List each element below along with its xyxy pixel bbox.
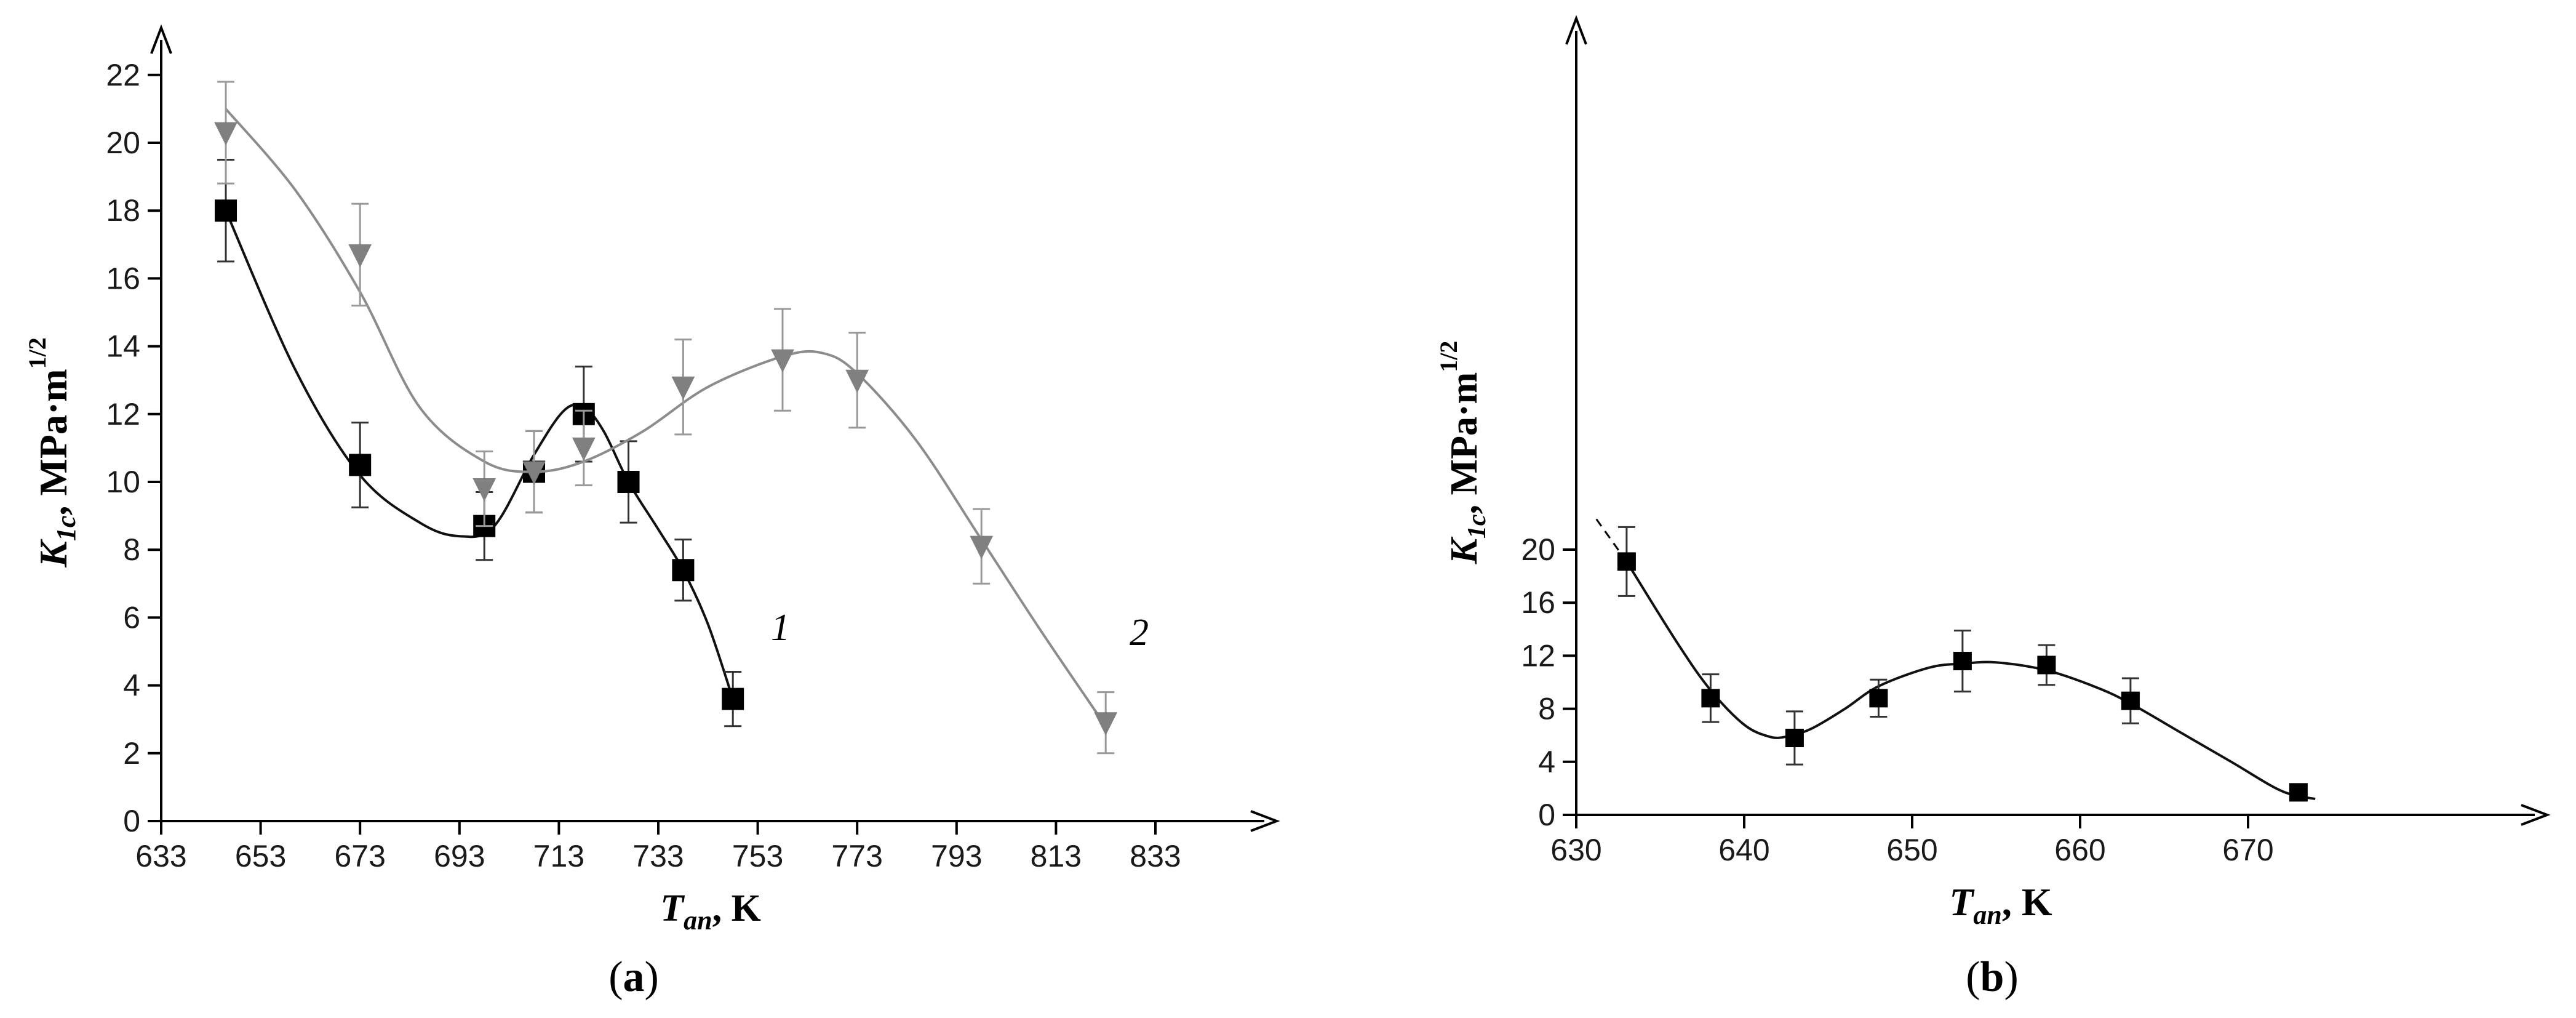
y-tick-label: 20 <box>106 126 140 160</box>
panel-label-close: ) <box>2004 953 2018 1001</box>
x-axis-title-unit: , K <box>2002 880 2052 924</box>
y-tick-label: 10 <box>106 465 140 499</box>
chart-panel-b: 0 4 8 12 16 20 630 640 650 660 670 <box>1521 15 2551 867</box>
y-tick-label: 18 <box>106 193 140 228</box>
data-point <box>572 437 596 461</box>
x-tick-label: 813 <box>1031 839 1082 873</box>
x-axis-arrow <box>1250 810 1280 832</box>
x-tick-label: 793 <box>931 839 982 873</box>
data-point <box>2289 783 2308 802</box>
data-point <box>671 376 695 400</box>
y-axis-title-b: K1c, MPa·m1/2 <box>1435 341 1491 565</box>
y-axis-title-sup: 1/2 <box>23 337 51 369</box>
x-axis-title-unit: , K <box>712 888 761 929</box>
panel-label-letter: b <box>1980 953 2004 1001</box>
data-point <box>1869 689 1888 708</box>
x-tick-label: 753 <box>732 839 783 873</box>
x-tick-label: 660 <box>2054 833 2105 867</box>
y-axis-title-sub: 1c <box>1463 514 1491 539</box>
y-tick-label: 0 <box>123 804 140 838</box>
fit-curve-1 <box>225 210 735 700</box>
y-axis-title-a: K1c, MPa·m1/2 <box>23 337 81 568</box>
data-point <box>1785 729 1804 748</box>
x-tick-label: 633 <box>135 839 186 873</box>
x-tick-label: 650 <box>1886 833 1937 867</box>
x-tick-label: 673 <box>334 839 385 873</box>
data-point <box>845 369 869 393</box>
fit-curve-series <box>1625 561 2316 801</box>
y-tick-label: 8 <box>123 532 140 567</box>
x-tick-label: 833 <box>1130 839 1181 873</box>
x-tick-label: 640 <box>1718 833 1769 867</box>
y-tick-label: 8 <box>1538 692 1555 726</box>
panel-label-letter: a <box>623 953 645 1001</box>
data-point <box>348 244 372 268</box>
y-tick-label: 20 <box>1521 532 1555 567</box>
y-tick-label: 6 <box>123 600 140 635</box>
x-tick-label: 713 <box>533 839 584 873</box>
y-tick-label: 0 <box>1538 798 1555 832</box>
data-point <box>473 478 496 502</box>
data-point <box>1701 689 1720 708</box>
y-axis-arrow <box>150 24 172 54</box>
x-tick-label: 630 <box>1550 833 1601 867</box>
y-axis-title-unit: , MPa·m <box>31 369 75 515</box>
x-axis-title-main: T <box>1949 880 1975 924</box>
y-axis-title-main: K <box>1443 536 1485 564</box>
y-axis-title-main: K <box>31 539 75 568</box>
x-tick-label: 733 <box>632 839 684 873</box>
panel-label-a: (a) <box>608 953 659 1001</box>
data-point <box>1953 652 1972 671</box>
y-tick-label: 4 <box>123 668 140 703</box>
x-tick-label: 670 <box>2222 833 2273 867</box>
y-tick-label: 12 <box>106 397 140 431</box>
data-point <box>2121 691 2140 710</box>
data-point <box>617 471 640 493</box>
y-tick-label: 12 <box>1521 638 1555 673</box>
x-axis-title-b: Tan, K <box>1949 880 2052 930</box>
panel-label-close: ) <box>645 953 659 1001</box>
panel-label-b: (b) <box>1966 953 2019 1001</box>
x-tick-label: 693 <box>434 839 485 873</box>
y-tick-label: 16 <box>106 261 140 295</box>
data-point <box>522 461 546 485</box>
data-point <box>1617 552 1636 571</box>
curve-label-1: 1 <box>771 607 790 649</box>
data-point <box>722 687 744 710</box>
y-tick-label: 14 <box>106 329 140 364</box>
curve-label-2: 2 <box>1130 612 1149 654</box>
y-axis-title-sup: 1/2 <box>1435 341 1462 372</box>
y-tick-label: 16 <box>1521 585 1555 620</box>
y-axis-arrow <box>1565 15 1587 45</box>
panel-label-open: ( <box>608 953 623 1001</box>
x-tick-label: 773 <box>831 839 882 873</box>
x-tick-label: 653 <box>235 839 286 873</box>
y-tick-label: 2 <box>123 736 140 771</box>
panel-label-open: ( <box>1966 953 1980 1001</box>
data-point <box>214 122 237 146</box>
data-point <box>215 199 237 222</box>
x-axis-title-a: Tan, K <box>660 888 761 936</box>
data-point <box>2037 655 2056 675</box>
x-axis-title-sub: an <box>1973 900 2001 930</box>
y-tick-label: 22 <box>106 58 140 92</box>
data-point <box>672 559 695 582</box>
data-point <box>349 454 372 476</box>
y-axis-title-sub: 1c <box>51 516 81 542</box>
fit-curve-2 <box>225 108 1107 727</box>
y-axis-title-unit: , MPa·m <box>1443 372 1485 515</box>
data-point <box>970 535 994 559</box>
x-axis-title-sub: an <box>684 905 712 936</box>
data-point <box>1094 712 1118 735</box>
x-axis-title-main: T <box>660 888 685 929</box>
data-point <box>771 349 794 373</box>
y-tick-label: 4 <box>1538 745 1555 779</box>
x-axis-arrow <box>2521 804 2551 826</box>
